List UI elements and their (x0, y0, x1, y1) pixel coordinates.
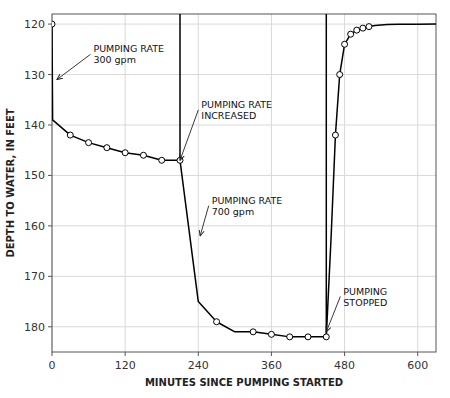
plot-frame (52, 14, 436, 352)
x-axis-label: MINUTES SINCE PUMPING STARTED (145, 377, 343, 388)
grid-line (417, 14, 418, 352)
annotations: PUMPING RATE300 gpm PUMPING RATEINCREASED… (57, 43, 388, 331)
line (180, 160, 326, 337)
tick-label: 600 (407, 359, 428, 372)
tick (48, 74, 52, 75)
point (323, 334, 329, 340)
grid (52, 14, 436, 352)
axes: 0 120 240 360 480 600 120 130 140 150 160 170 180 (24, 14, 436, 372)
tick (48, 326, 52, 327)
point (86, 140, 92, 146)
grid-line (52, 326, 436, 327)
tick (271, 352, 272, 356)
grid-line (271, 14, 272, 352)
point (159, 157, 165, 163)
tick (125, 352, 126, 356)
plot-data (52, 14, 436, 340)
grid-line (52, 175, 436, 176)
tick-label: 480 (334, 359, 355, 372)
annotation-arrow (57, 54, 91, 79)
tick (417, 352, 418, 356)
annotation: PUMPING RATE300 gpm (93, 43, 164, 65)
tick-label: 180 (24, 321, 45, 334)
tick (48, 175, 52, 176)
grid-line (52, 124, 436, 125)
grid-line (52, 225, 436, 226)
line (52, 24, 180, 160)
point (250, 329, 256, 335)
annotation: PUMPING RATE700 gpm (212, 195, 283, 217)
point (360, 25, 366, 31)
point (52, 21, 55, 27)
point (67, 132, 73, 138)
grid-line (52, 24, 436, 25)
tick (344, 352, 345, 356)
grid-line (52, 276, 436, 277)
point (342, 41, 348, 47)
tick-label: 240 (188, 359, 209, 372)
y-axis-label: DEPTH TO WATER, IN FEET (5, 108, 16, 257)
point (305, 334, 311, 340)
annotation: PUMPINGSTOPPED (343, 286, 387, 308)
point (268, 331, 274, 337)
tick-label: 160 (24, 220, 45, 233)
chart: 0 120 240 360 480 600 120 130 140 150 160 170 180 MIN… (0, 0, 450, 398)
point (104, 145, 110, 151)
tick (48, 124, 52, 125)
point (354, 27, 360, 33)
tick-label: 150 (24, 169, 45, 182)
point (337, 72, 343, 78)
tick-label: 170 (24, 270, 45, 283)
annotation-arrow (180, 110, 198, 160)
annotation: PUMPING RATEINCREASED (201, 99, 272, 121)
tick-label: 120 (115, 359, 136, 372)
tick-label: 140 (24, 119, 45, 132)
tick-label: 130 (24, 69, 45, 82)
line (326, 24, 436, 337)
point (122, 150, 128, 156)
tick-label: 360 (261, 359, 282, 372)
tick (48, 24, 52, 25)
tick (198, 352, 199, 356)
point (287, 334, 293, 340)
line (326, 14, 328, 337)
annotation-arrow (326, 297, 340, 332)
grid-line (52, 74, 436, 75)
tick (48, 225, 52, 226)
annotation-arrow (200, 206, 209, 236)
point (366, 24, 372, 30)
point (332, 132, 338, 138)
point (214, 319, 220, 325)
point (348, 31, 354, 37)
tick-label: 0 (49, 359, 56, 372)
tick-label: 120 (24, 18, 45, 31)
point (140, 152, 146, 158)
tick (48, 276, 52, 277)
line (179, 14, 181, 160)
tick (52, 352, 53, 356)
